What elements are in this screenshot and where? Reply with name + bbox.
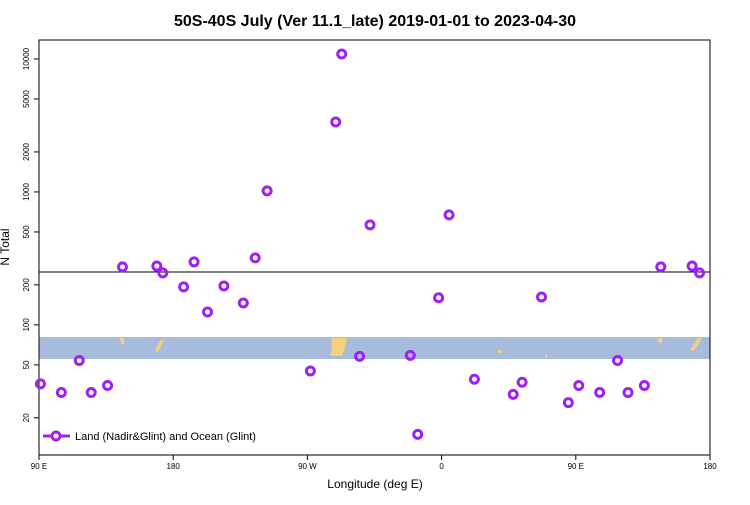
legend-label: Land (Nadir&Glint) and Ocean (Glint) bbox=[75, 431, 256, 443]
y-tick-label: 20 bbox=[22, 413, 31, 422]
y-tick-label: 50 bbox=[22, 360, 31, 369]
point bbox=[364, 219, 376, 231]
point bbox=[188, 256, 200, 268]
y-axis-label: N Total bbox=[0, 228, 12, 265]
chart-title: 50S-40S July (Ver 11.1_late) 2019-01-01 … bbox=[174, 13, 576, 30]
point bbox=[117, 261, 129, 273]
point bbox=[468, 373, 480, 385]
point bbox=[507, 388, 519, 400]
point bbox=[55, 386, 67, 398]
point bbox=[85, 386, 97, 398]
point bbox=[304, 365, 316, 377]
y-tick-label: 1000 bbox=[22, 182, 31, 200]
point bbox=[201, 306, 213, 318]
point bbox=[443, 209, 455, 221]
point bbox=[638, 379, 650, 391]
point bbox=[573, 379, 585, 391]
x-axis-label: Longitude (deg E) bbox=[327, 477, 422, 491]
y-tick-label: 2000 bbox=[22, 142, 31, 160]
point bbox=[622, 386, 634, 398]
y-tick-label: 100 bbox=[22, 318, 31, 332]
y-tick-label: 500 bbox=[22, 225, 31, 239]
point bbox=[655, 261, 667, 273]
point bbox=[686, 260, 698, 272]
y-tick-label: 5000 bbox=[22, 90, 31, 108]
x-tick-label: 180 bbox=[167, 462, 181, 471]
point bbox=[612, 354, 624, 366]
x-tick-label: 90 E bbox=[31, 462, 47, 471]
point bbox=[218, 280, 230, 292]
point bbox=[151, 260, 163, 272]
point bbox=[412, 428, 424, 440]
point bbox=[433, 292, 445, 304]
map-strip bbox=[39, 337, 710, 359]
point bbox=[237, 297, 249, 309]
point bbox=[562, 397, 574, 409]
point bbox=[157, 267, 169, 279]
point bbox=[178, 281, 190, 293]
x-tick-label: 90 W bbox=[298, 462, 317, 471]
y-tick-label: 200 bbox=[22, 278, 31, 292]
x-tick-label: 180 bbox=[703, 462, 717, 471]
point bbox=[330, 116, 342, 128]
point bbox=[336, 48, 348, 60]
point bbox=[516, 376, 528, 388]
point bbox=[73, 354, 85, 366]
point bbox=[354, 350, 366, 362]
plot-frame bbox=[38, 39, 711, 456]
point bbox=[261, 185, 273, 197]
point bbox=[249, 252, 261, 264]
point bbox=[694, 267, 706, 279]
point bbox=[536, 291, 548, 303]
y-tick-label: 10000 bbox=[22, 47, 31, 70]
point bbox=[404, 349, 416, 361]
point bbox=[34, 378, 46, 390]
legend-marker bbox=[50, 430, 62, 442]
point bbox=[594, 386, 606, 398]
point bbox=[102, 379, 114, 391]
x-tick-label: 90 E bbox=[568, 462, 584, 471]
x-tick-label: 0 bbox=[439, 462, 444, 471]
